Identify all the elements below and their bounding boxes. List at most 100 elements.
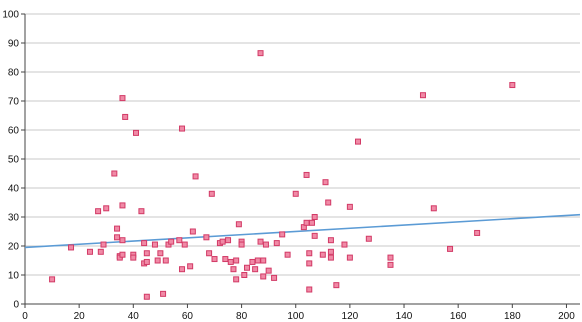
data-point bbox=[306, 286, 313, 293]
data-point bbox=[143, 258, 150, 265]
data-point bbox=[192, 173, 199, 180]
data-point bbox=[325, 199, 332, 206]
data-point bbox=[238, 241, 245, 248]
data-point bbox=[355, 138, 361, 145]
data-point bbox=[327, 248, 334, 255]
x-tick-label: 120 bbox=[342, 311, 359, 322]
x-tick-label: 200 bbox=[558, 311, 575, 322]
data-points bbox=[49, 50, 516, 300]
data-point bbox=[257, 238, 264, 245]
data-point bbox=[208, 190, 215, 197]
data-point bbox=[292, 190, 299, 197]
y-tick-label: 70 bbox=[8, 97, 20, 108]
data-point bbox=[143, 293, 150, 300]
data-point bbox=[179, 125, 186, 132]
data-point bbox=[97, 248, 104, 255]
x-tick-label: 160 bbox=[450, 311, 467, 322]
data-point bbox=[122, 113, 129, 120]
data-point bbox=[365, 235, 372, 242]
y-tick-label: 80 bbox=[8, 68, 20, 79]
data-point bbox=[211, 256, 218, 263]
data-point bbox=[119, 251, 126, 258]
data-point bbox=[327, 254, 334, 261]
data-point bbox=[279, 231, 286, 238]
y-tick-label: 10 bbox=[8, 271, 20, 282]
data-point bbox=[241, 272, 248, 278]
data-point bbox=[130, 254, 137, 261]
data-point bbox=[447, 245, 454, 252]
data-point bbox=[119, 202, 126, 209]
data-point bbox=[111, 170, 118, 177]
gridlines bbox=[25, 13, 580, 276]
axes bbox=[21, 13, 580, 308]
data-point bbox=[114, 234, 121, 241]
x-tick-labels: 0 20 40 60 80 100 120 140 160 180 200 bbox=[22, 311, 575, 322]
data-point bbox=[341, 241, 348, 248]
data-point bbox=[254, 257, 261, 264]
data-point bbox=[143, 250, 150, 257]
data-point bbox=[179, 266, 186, 273]
data-point bbox=[230, 266, 237, 273]
y-tick-label: 50 bbox=[8, 155, 20, 166]
x-tick-label: 180 bbox=[504, 311, 521, 322]
data-point bbox=[265, 267, 272, 274]
x-tick-label: 100 bbox=[287, 311, 304, 322]
data-point bbox=[233, 276, 240, 283]
data-point bbox=[154, 257, 161, 264]
data-point bbox=[327, 237, 334, 244]
data-point bbox=[133, 129, 139, 136]
data-point bbox=[49, 276, 56, 283]
data-point bbox=[257, 50, 264, 57]
data-point bbox=[95, 208, 102, 215]
y-tick-label: 100 bbox=[2, 10, 19, 21]
data-point bbox=[252, 266, 259, 273]
data-point bbox=[222, 256, 229, 263]
data-point bbox=[235, 221, 242, 228]
data-point bbox=[203, 234, 210, 241]
data-point bbox=[168, 238, 175, 245]
data-point bbox=[103, 205, 110, 212]
fit-line bbox=[24, 213, 581, 249]
data-point bbox=[311, 214, 318, 220]
data-point bbox=[306, 250, 313, 257]
data-point bbox=[474, 229, 481, 236]
data-point bbox=[260, 257, 267, 264]
data-point bbox=[160, 290, 167, 297]
data-point bbox=[187, 263, 194, 270]
x-tick-label: 0 bbox=[22, 311, 28, 322]
data-point bbox=[138, 208, 145, 215]
y-tick-label: 0 bbox=[13, 300, 19, 311]
data-point bbox=[119, 95, 126, 102]
data-point bbox=[387, 261, 394, 268]
data-point bbox=[219, 238, 226, 245]
data-point bbox=[430, 205, 437, 212]
data-point bbox=[119, 237, 126, 244]
x-tick-label: 60 bbox=[182, 311, 194, 322]
data-point bbox=[225, 237, 232, 244]
x-tick-label: 20 bbox=[74, 311, 86, 322]
x-tick-label: 80 bbox=[236, 311, 248, 322]
data-point bbox=[189, 228, 196, 235]
data-point bbox=[162, 257, 169, 264]
data-point bbox=[419, 92, 426, 99]
data-point bbox=[157, 250, 164, 257]
y-tick-label: 60 bbox=[8, 126, 20, 137]
data-point bbox=[68, 244, 75, 251]
data-point bbox=[322, 179, 329, 186]
x-tick-label: 40 bbox=[128, 311, 140, 322]
data-point bbox=[206, 250, 213, 257]
data-point bbox=[181, 241, 188, 248]
data-point bbox=[346, 254, 353, 261]
data-point bbox=[346, 203, 353, 210]
data-point bbox=[233, 257, 240, 264]
data-point bbox=[244, 264, 250, 271]
data-point bbox=[141, 240, 148, 247]
data-point bbox=[86, 248, 93, 255]
data-point bbox=[271, 274, 278, 281]
data-point bbox=[319, 251, 326, 258]
data-point bbox=[303, 171, 310, 178]
y-tick-label: 90 bbox=[8, 39, 20, 50]
data-point bbox=[306, 260, 313, 267]
y-tick-label: 30 bbox=[8, 213, 20, 224]
